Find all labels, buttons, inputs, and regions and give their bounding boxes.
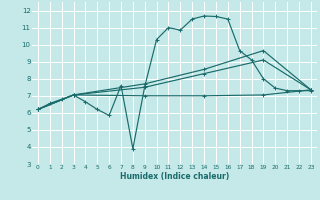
X-axis label: Humidex (Indice chaleur): Humidex (Indice chaleur) — [120, 172, 229, 181]
